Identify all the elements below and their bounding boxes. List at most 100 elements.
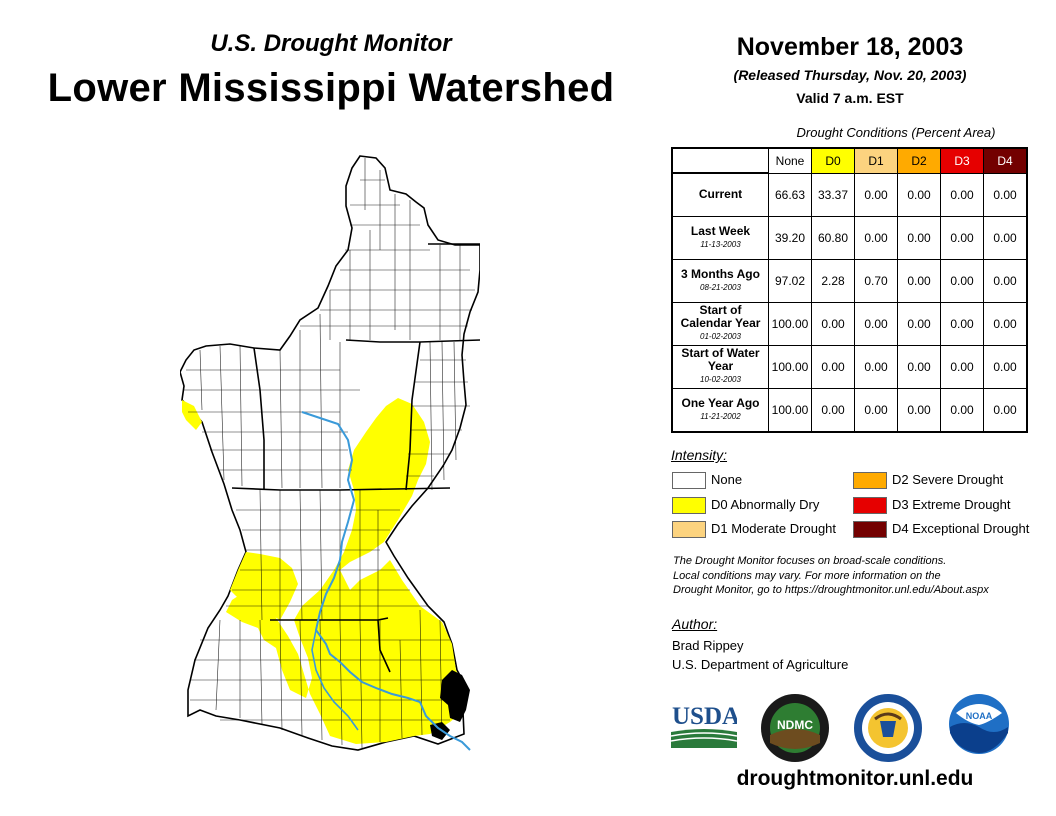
- author-title: Author:: [672, 616, 718, 632]
- d0-area-northwest: [182, 400, 202, 430]
- row-label-text: 3 Months Ago: [681, 266, 760, 281]
- noaa-logo: NOAA: [949, 694, 1009, 754]
- table-row: Start of Calendar Year 01-02-2003 100.00 0.…: [671, 301, 1028, 346]
- table-cell: 0.00: [983, 258, 1028, 303]
- col-header-d2: D2: [897, 147, 941, 174]
- row-label-text: Start of Calendar Year: [680, 303, 761, 330]
- noaa-logo-text: NOAA: [966, 711, 993, 721]
- info-note: The Drought Monitor focuses on broad-sca…: [673, 554, 1043, 598]
- legend-label-d3: D3 Extreme Drought: [892, 497, 1011, 512]
- row-label-date: 08-21-2003: [700, 282, 741, 292]
- legend-swatch-d4: [853, 521, 887, 538]
- atchafalaya-river: [311, 629, 359, 731]
- table-cell: 0.00: [811, 387, 855, 432]
- table-cell: 0.70: [854, 258, 898, 303]
- table-corner: [672, 148, 769, 174]
- table-cell: 0.00: [940, 215, 984, 260]
- ndmc-logo-text: NDMC: [777, 718, 813, 732]
- table-cell: 0.00: [897, 387, 941, 432]
- row-label-text: Start of Water Year: [681, 346, 760, 373]
- table-cell: 0.00: [940, 172, 984, 217]
- d0-area-west: [230, 552, 298, 620]
- table-row: 3 Months Ago 08-21-2003 97.02 2.28 0.70 0.00 0…: [671, 258, 1028, 303]
- col-header-d0: D0: [811, 147, 855, 174]
- legend-swatch-d2: [853, 472, 887, 489]
- row-label-date: 11-21-2002: [700, 411, 741, 421]
- row-label-text: One Year Ago: [681, 395, 760, 410]
- legend-label-d2: D2 Severe Drought: [892, 472, 1004, 487]
- table-cell: 0.00: [983, 344, 1028, 389]
- info-note-line2: Local conditions may vary. For more info…: [673, 569, 941, 582]
- county-borders: [184, 158, 475, 749]
- map-subtitle: U.S. Drought Monitor: [210, 30, 452, 57]
- legend-title: Intensity:: [671, 447, 728, 463]
- col-header-d1: D1: [854, 147, 898, 174]
- table-cell: 0.00: [854, 215, 898, 260]
- valid-time: Valid 7 a.m. EST: [796, 90, 904, 106]
- legend-label-d4: D4 Exceptional Drought: [892, 521, 1030, 536]
- info-note-line3: Drought Monitor, go to https://droughtmo…: [673, 584, 989, 596]
- watershed-map: [180, 155, 480, 751]
- table-cell: 0.00: [897, 215, 941, 260]
- col-header-none: None: [768, 147, 812, 174]
- usda-logo: USDA: [671, 703, 737, 748]
- row-label: 3 Months Ago 08-21-2003: [671, 258, 769, 303]
- footer-url[interactable]: droughtmonitor.unl.edu: [736, 767, 974, 790]
- table-cell: 0.00: [897, 172, 941, 217]
- table-cell: 0.00: [983, 172, 1028, 217]
- mississippi-river: [301, 411, 471, 751]
- row-label: Start of Calendar Year 01-02-2003: [671, 301, 769, 346]
- table-cell: 0.00: [854, 172, 898, 217]
- table-row: One Year Ago 11-21-2002 100.00 0.00 0.00 0.00…: [671, 387, 1028, 432]
- table-cell: 0.00: [897, 258, 941, 303]
- row-label: Current: [671, 172, 769, 217]
- table-row: Last Week 11-13-2003 39.20 60.80 0.00 0.00 0.0…: [671, 215, 1028, 260]
- row-label: One Year Ago 11-21-2002: [671, 387, 769, 432]
- table-cell: 0.00: [854, 344, 898, 389]
- table-caption: Drought Conditions (Percent Area): [796, 125, 996, 140]
- table-cell: 97.02: [768, 258, 812, 303]
- info-note-line1: The Drought Monitor focuses on broad-sca…: [673, 555, 947, 567]
- table-cell: 0.00: [983, 215, 1028, 260]
- row-label-date: 11-13-2003: [700, 239, 741, 249]
- row-label-date: 01-02-2003: [700, 332, 741, 341]
- table-cell: 0.00: [940, 344, 984, 389]
- legend-swatch-d3: [853, 497, 887, 514]
- table-cell: 39.20: [768, 215, 812, 260]
- author-name: Brad Rippey: [672, 638, 744, 653]
- release-date: (Released Thursday, Nov. 20, 2003): [733, 67, 967, 83]
- coastal-marsh: [430, 670, 470, 740]
- row-label-date: 10-02-2003: [700, 375, 741, 384]
- table-cell: 0.00: [854, 387, 898, 432]
- table-cell: 100.00: [768, 301, 812, 346]
- table-cell: 0.00: [983, 301, 1028, 346]
- table-cell: 0.00: [940, 301, 984, 346]
- table-cell: 60.80: [811, 215, 855, 260]
- table-cell: 66.63: [768, 172, 812, 217]
- table-cell: 100.00: [768, 344, 812, 389]
- legend-label-d0: D0 Abnormally Dry: [711, 497, 820, 512]
- table-row: Start of Water Year 10-02-2003 100.00 0.00 0…: [671, 344, 1028, 389]
- row-label-text: Current: [698, 187, 743, 202]
- legend-swatch-d1: [672, 521, 706, 538]
- table-cell: 0.00: [811, 344, 855, 389]
- map-title: Lower Mississippi Watershed: [47, 66, 615, 110]
- legend-label-none: None: [711, 472, 743, 487]
- row-label-text: Last Week: [690, 223, 751, 238]
- legend-swatch-d0: [672, 497, 706, 514]
- usdoc-seal: [854, 694, 922, 762]
- table-cell: 0.00: [897, 344, 941, 389]
- table-cell: 100.00: [768, 387, 812, 432]
- table-row: Current 66.63 33.37 0.00 0.00 0.00 0.00: [671, 172, 1028, 217]
- ndmc-logo: NDMC: [761, 694, 829, 762]
- legend-swatch-none: [672, 472, 706, 489]
- table-cell: 33.37: [811, 172, 855, 217]
- map-date: November 18, 2003: [736, 33, 964, 61]
- drought-stats-table: None D0 D1 D2 D3 D4 Current 66.63 33.37 0.0…: [671, 147, 1028, 433]
- col-header-d4: D4: [983, 147, 1028, 174]
- legend-label-d1: D1 Moderate Drought: [711, 521, 837, 536]
- author-org: U.S. Department of Agriculture: [672, 657, 849, 672]
- table-cell: 0.00: [940, 258, 984, 303]
- table-cell: 2.28: [811, 258, 855, 303]
- usda-logo-text: USDA: [672, 703, 737, 730]
